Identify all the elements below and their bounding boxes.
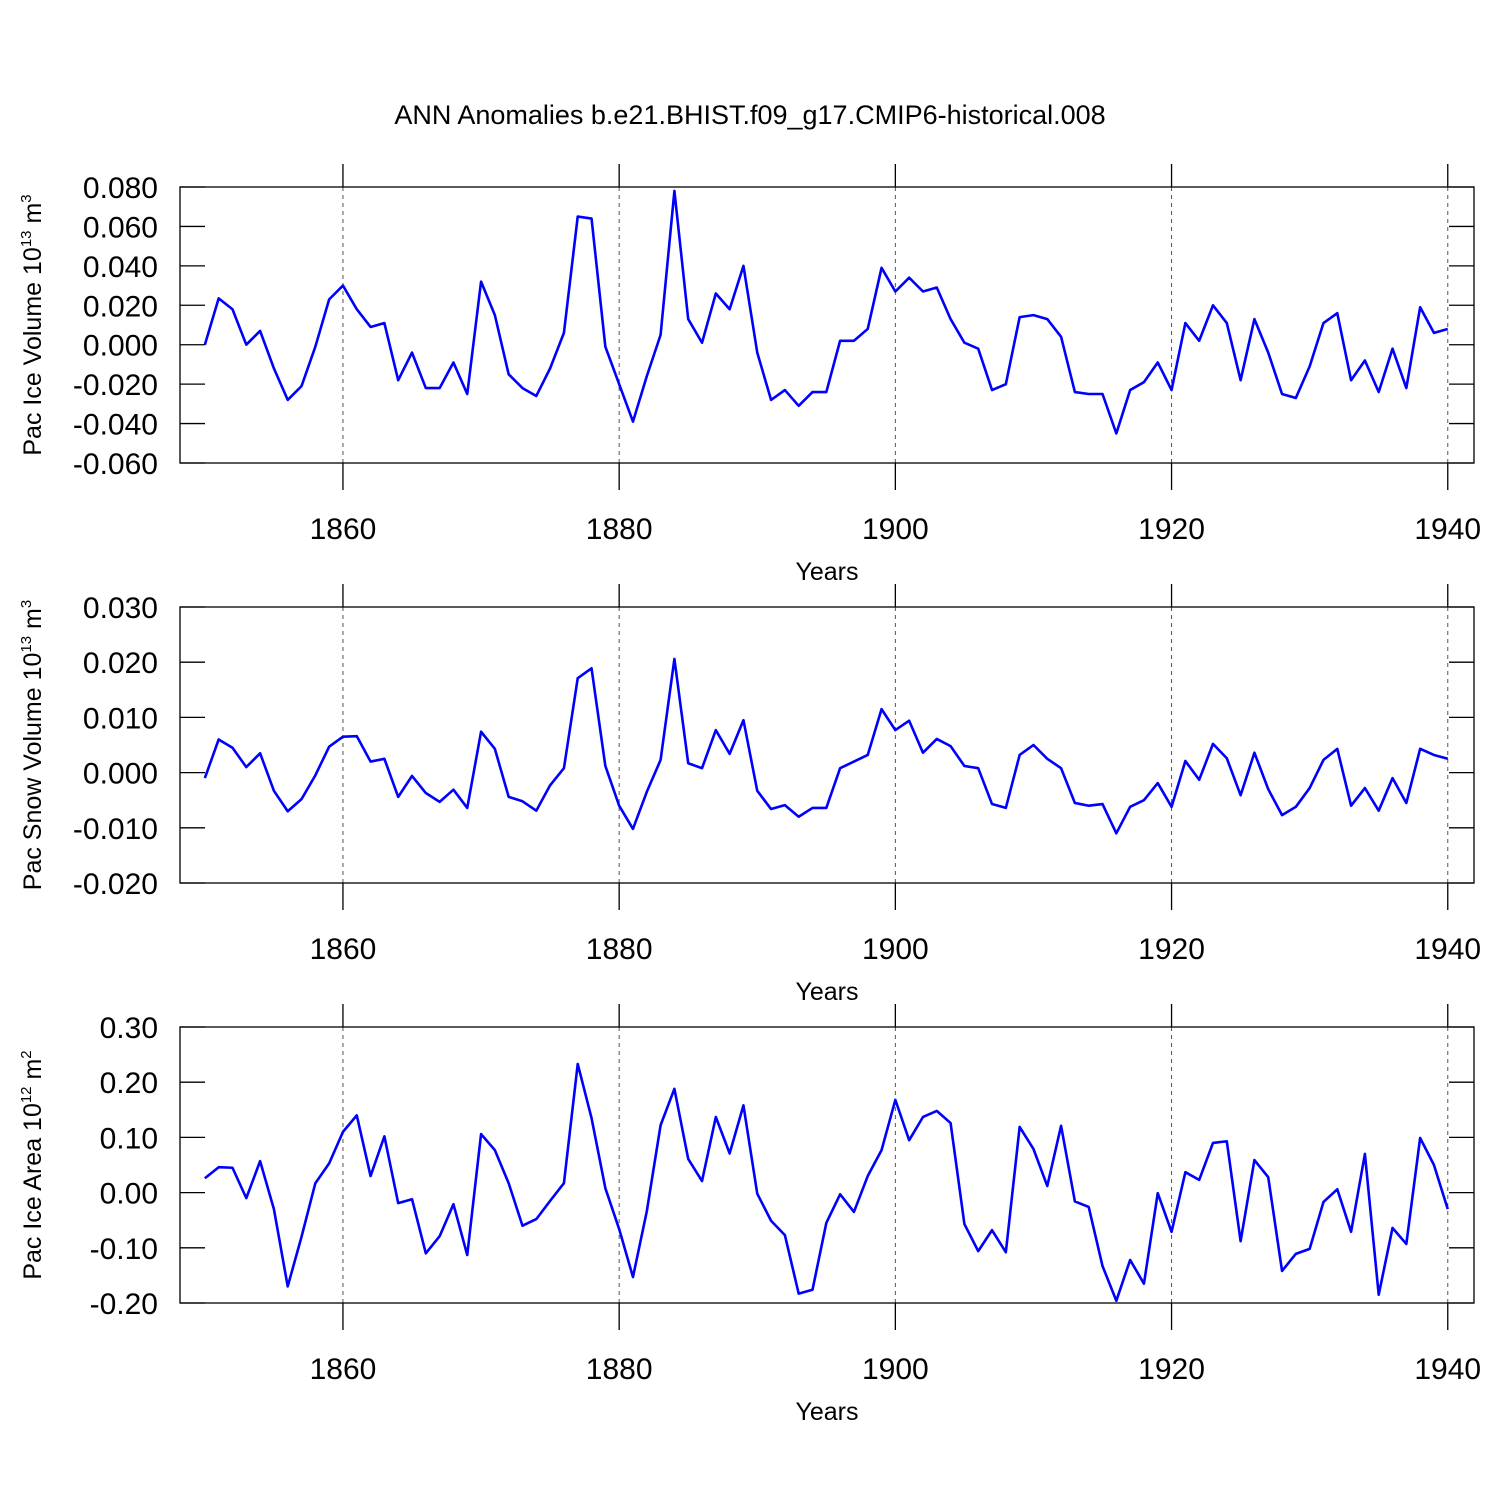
x-tick-label: 1900: [862, 513, 929, 546]
data-line: [203, 657, 1449, 835]
y-tick-label: 0.000: [83, 758, 158, 791]
y-tick-label: -0.060: [73, 448, 158, 481]
x-tick-label: 1920: [1138, 513, 1205, 546]
y-tick-label: -0.020: [73, 369, 158, 402]
y-tick-label: -0.020: [73, 868, 158, 901]
y-axis-label-exponent: 13: [18, 230, 35, 247]
plot-frame: [179, 186, 1475, 464]
x-tick-label: 1880: [586, 933, 653, 966]
x-tick-label: 1940: [1414, 1353, 1481, 1386]
plot-frame: [179, 606, 1475, 884]
y-tick-label: 0.30: [100, 1012, 158, 1045]
x-tick-label: 1920: [1138, 933, 1205, 966]
y-tick-label: 0.080: [83, 172, 158, 205]
x-tick-label: 1940: [1414, 933, 1481, 966]
y-tick-label: 0.040: [83, 251, 158, 284]
y-axis-label: Pac Snow Volume 1013 m3: [18, 600, 47, 890]
y-tick-label: 0.20: [100, 1067, 158, 1100]
x-tick-label: 1900: [862, 933, 929, 966]
y-axis-label-unit-exponent: 2: [18, 1050, 35, 1058]
y-tick-label: -0.010: [73, 813, 158, 846]
y-axis-label-unit: m: [19, 203, 47, 231]
x-tick-label: 1940: [1414, 513, 1481, 546]
y-axis-label-unit: m: [19, 1059, 47, 1087]
x-axis-label: Years: [795, 1398, 858, 1426]
y-tick-label: 0.060: [83, 211, 158, 244]
x-tick-label: 1880: [586, 1353, 653, 1386]
y-tick-label: 0.00: [100, 1178, 158, 1211]
y-tick-label: 0.10: [100, 1122, 158, 1155]
y-axis-label-unit-exponent: 3: [18, 194, 35, 202]
y-axis-label: Pac Ice Area 1012 m2: [18, 1050, 47, 1279]
y-tick-label: 0.030: [83, 592, 158, 625]
x-tick-label: 1880: [586, 513, 653, 546]
x-axis-label: Years: [795, 978, 858, 1006]
data-line: [204, 1062, 1450, 1303]
y-axis-label-text: Pac Ice Area 10: [19, 1103, 47, 1280]
figure-title: ANN Anomalies b.e21.BHIST.f09_g17.CMIP6-…: [394, 100, 1105, 130]
x-axis-label: Years: [795, 558, 858, 586]
y-axis-label: Pac Ice Volume 1013 m3: [18, 194, 47, 455]
x-tick-label: 1900: [862, 1353, 929, 1386]
y-axis-label-text: Pac Ice Volume 10: [19, 247, 47, 455]
x-tick-label: 1860: [310, 933, 377, 966]
y-axis-label-unit-exponent: 3: [18, 600, 35, 608]
y-tick-label: 0.020: [83, 647, 158, 680]
plot-frame: [179, 1026, 1475, 1304]
y-axis-label-unit: m: [19, 608, 47, 636]
x-tick-label: 1920: [1138, 1353, 1205, 1386]
y-axis-label-text: Pac Snow Volume 10: [19, 653, 47, 891]
y-axis-label-exponent: 12: [18, 1086, 35, 1103]
y-tick-label: 0.000: [83, 330, 158, 363]
y-tick-label: -0.040: [73, 409, 158, 442]
x-tick-label: 1860: [310, 1353, 377, 1386]
y-axis-label-exponent: 13: [18, 636, 35, 653]
y-tick-label: -0.10: [90, 1233, 158, 1266]
y-tick-label: 0.020: [83, 290, 158, 323]
y-tick-label: 0.010: [83, 702, 158, 735]
y-tick-label: -0.20: [90, 1288, 158, 1321]
x-tick-label: 1860: [310, 513, 377, 546]
data-line: [203, 189, 1449, 435]
